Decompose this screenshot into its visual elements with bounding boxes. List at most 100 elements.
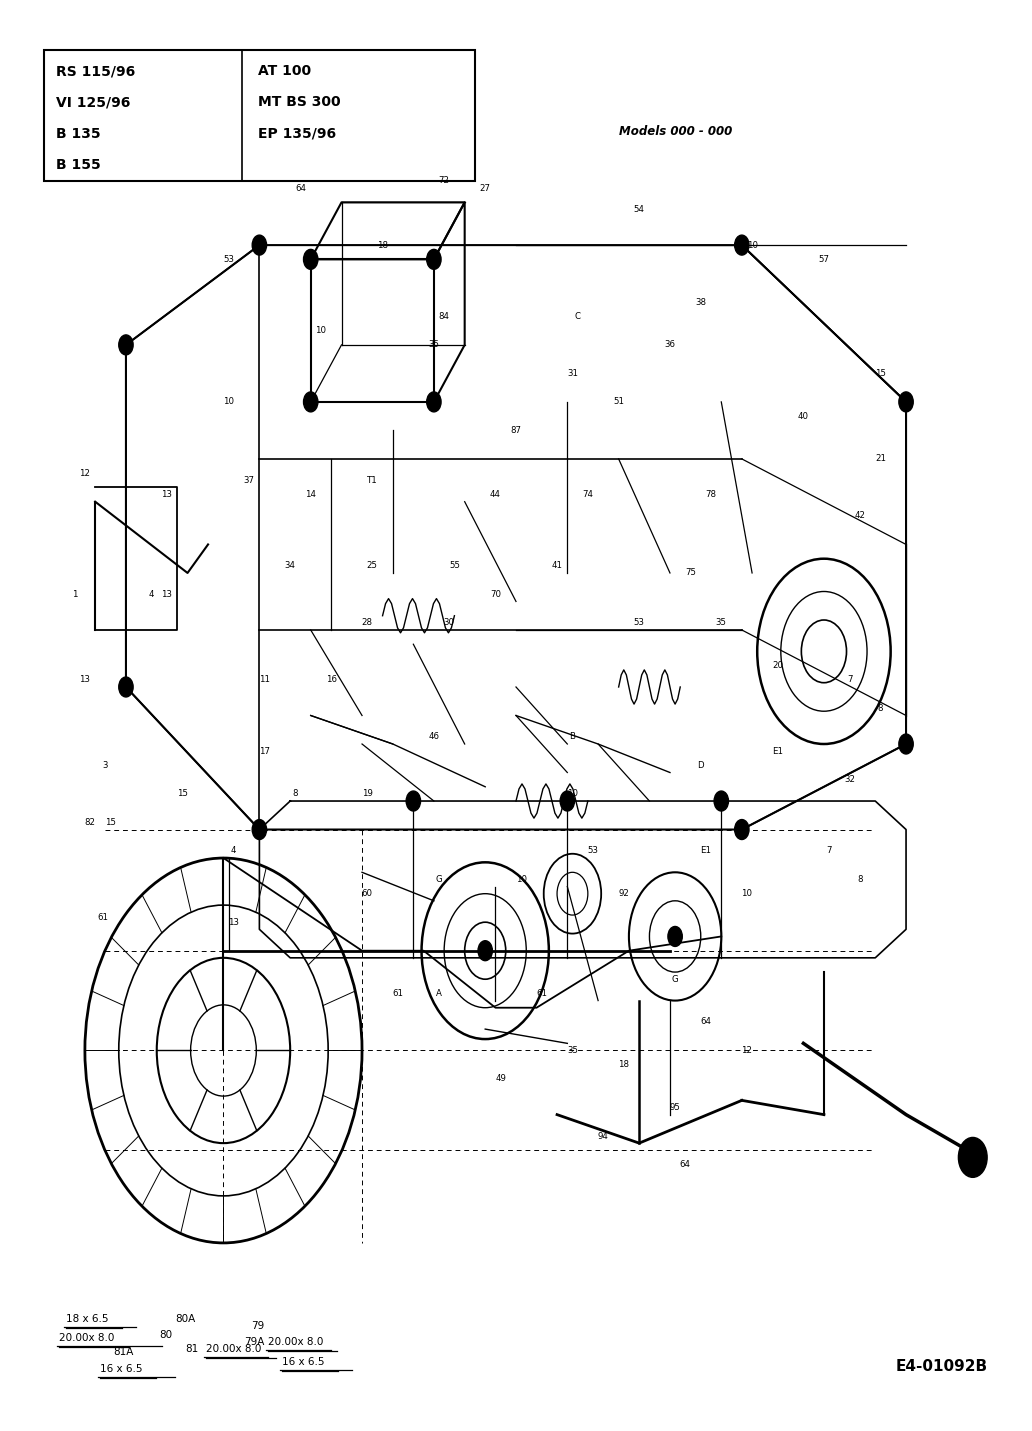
Text: 51: 51 [613, 398, 624, 406]
Text: 92: 92 [618, 889, 630, 899]
Text: 21: 21 [875, 455, 885, 464]
Text: AT 100: AT 100 [258, 64, 311, 79]
Text: Models 000 - 000: Models 000 - 000 [618, 124, 732, 137]
Text: 87: 87 [511, 426, 521, 435]
Text: 57: 57 [818, 255, 830, 263]
Text: 15: 15 [176, 790, 188, 798]
Bar [43, 50, 475, 180]
Text: 38: 38 [696, 298, 706, 306]
Text: 20.00x 8.0: 20.00x 8.0 [59, 1332, 115, 1342]
Text: 10: 10 [567, 790, 578, 798]
Text: 4: 4 [149, 590, 155, 598]
Circle shape [560, 791, 575, 811]
Text: 3: 3 [102, 761, 108, 770]
Text: 32: 32 [844, 776, 856, 784]
Circle shape [899, 734, 913, 754]
Circle shape [426, 392, 441, 412]
Text: 28: 28 [361, 618, 373, 627]
Text: 64: 64 [295, 183, 305, 193]
Circle shape [303, 392, 318, 412]
Text: 10: 10 [746, 240, 757, 249]
Text: 10: 10 [741, 889, 752, 899]
Text: 37: 37 [244, 475, 255, 485]
Text: E1: E1 [772, 747, 783, 756]
Text: 53: 53 [223, 255, 234, 263]
Text: 55: 55 [449, 561, 460, 571]
Text: 12: 12 [79, 469, 91, 478]
Circle shape [735, 235, 749, 255]
Text: 4: 4 [231, 846, 236, 856]
Text: 16 x 6.5: 16 x 6.5 [282, 1357, 324, 1367]
Text: 18 x 6.5: 18 x 6.5 [66, 1314, 109, 1324]
Text: 61: 61 [98, 913, 108, 923]
Text: 82: 82 [85, 819, 96, 827]
Text: 27: 27 [480, 183, 490, 193]
Text: 36: 36 [665, 341, 676, 349]
Text: 94: 94 [598, 1132, 609, 1141]
Text: 53: 53 [587, 846, 599, 856]
Circle shape [959, 1138, 988, 1178]
Text: 8: 8 [877, 704, 883, 713]
Text: 10: 10 [223, 398, 234, 406]
Circle shape [478, 940, 492, 960]
Text: 30: 30 [444, 618, 455, 627]
Text: 80: 80 [159, 1329, 172, 1339]
Text: 78: 78 [706, 489, 716, 499]
Circle shape [407, 791, 421, 811]
Text: 16 x 6.5: 16 x 6.5 [100, 1364, 142, 1374]
Circle shape [303, 249, 318, 269]
Text: 53: 53 [634, 618, 645, 627]
Circle shape [252, 235, 266, 255]
Text: 70: 70 [490, 590, 501, 598]
Text: 74: 74 [582, 489, 593, 499]
Circle shape [119, 677, 133, 697]
Text: 31: 31 [567, 369, 578, 378]
Text: 13: 13 [162, 489, 172, 499]
Text: 46: 46 [428, 733, 440, 741]
Text: 42: 42 [854, 511, 866, 521]
Text: 10: 10 [516, 874, 526, 884]
Text: 44: 44 [490, 489, 501, 499]
Text: 13: 13 [79, 675, 91, 684]
Text: 18: 18 [377, 240, 388, 249]
Text: E4-01092B: E4-01092B [896, 1359, 988, 1374]
Text: 35: 35 [567, 1046, 578, 1055]
Text: 75: 75 [685, 568, 696, 578]
Text: 13: 13 [228, 917, 239, 927]
Circle shape [899, 392, 913, 412]
Text: 8: 8 [858, 874, 863, 884]
Text: 20: 20 [772, 661, 783, 670]
Text: 12: 12 [741, 1046, 752, 1055]
Text: MT BS 300: MT BS 300 [258, 96, 341, 109]
Text: 17: 17 [259, 747, 270, 756]
Text: G: G [436, 874, 443, 884]
Text: E1: E1 [701, 846, 711, 856]
Text: 61: 61 [392, 989, 404, 997]
Text: 95: 95 [670, 1103, 680, 1112]
Text: 79A: 79A [244, 1337, 264, 1347]
Text: D: D [698, 761, 704, 770]
Text: 18: 18 [618, 1060, 630, 1069]
Text: 81: 81 [186, 1344, 199, 1354]
Text: 11: 11 [259, 675, 270, 684]
Text: 7: 7 [827, 846, 832, 856]
Text: 35: 35 [428, 341, 440, 349]
Circle shape [119, 335, 133, 355]
Text: EP 135/96: EP 135/96 [258, 127, 335, 140]
Text: 20.00x 8.0: 20.00x 8.0 [206, 1344, 261, 1354]
Text: 40: 40 [798, 412, 809, 421]
Text: 64: 64 [680, 1161, 690, 1169]
Text: 7: 7 [847, 675, 852, 684]
Text: 15: 15 [105, 819, 116, 827]
Text: 60: 60 [361, 889, 373, 899]
Text: B: B [570, 733, 576, 741]
Text: 81A: 81A [114, 1347, 134, 1357]
Text: 35: 35 [716, 618, 727, 627]
Text: G: G [672, 975, 678, 983]
Text: VI 125/96: VI 125/96 [56, 96, 130, 109]
Text: 79: 79 [251, 1321, 264, 1331]
Text: 61: 61 [537, 989, 547, 997]
Text: 15: 15 [875, 369, 885, 378]
Circle shape [735, 820, 749, 840]
Text: C: C [575, 312, 581, 321]
